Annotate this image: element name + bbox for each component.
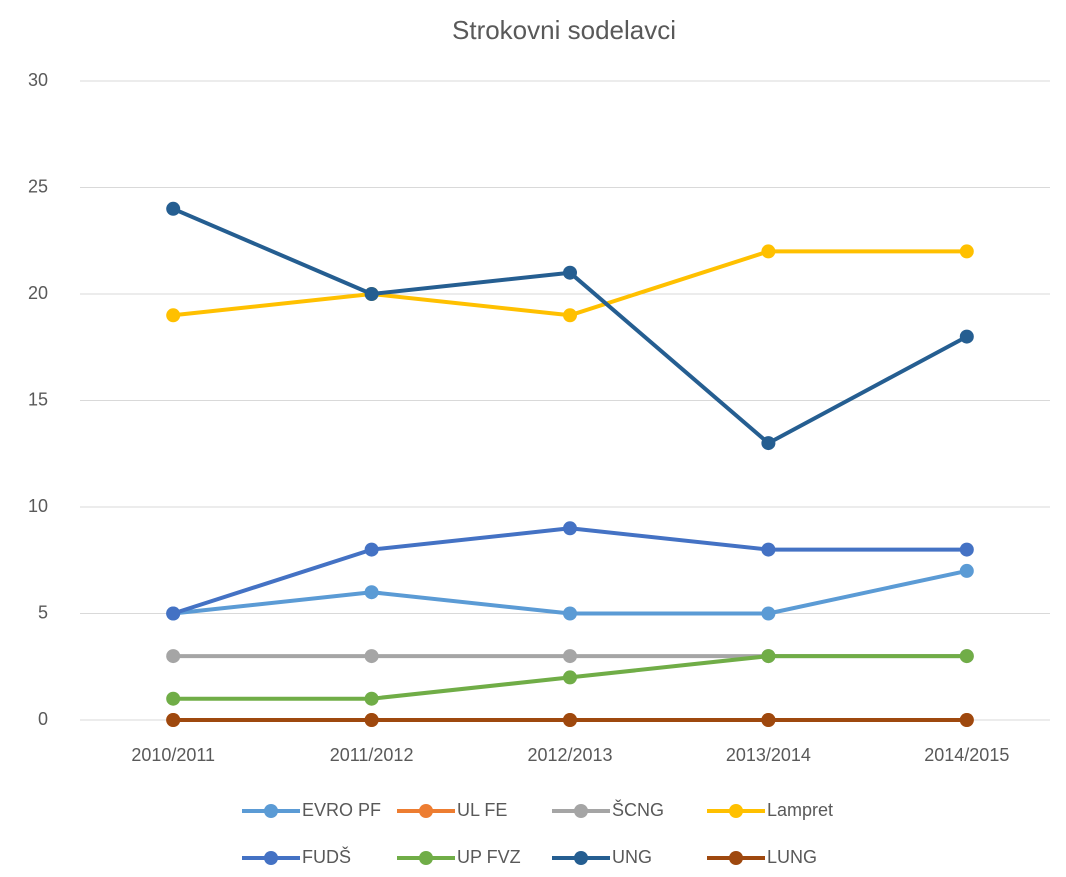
chart-title: Strokovni sodelavci bbox=[452, 15, 676, 45]
data-point bbox=[761, 606, 776, 621]
data-point bbox=[166, 308, 181, 323]
data-point bbox=[166, 649, 181, 664]
data-point bbox=[563, 670, 577, 685]
legend-label: UL FE bbox=[457, 800, 507, 820]
data-point bbox=[959, 563, 974, 578]
data-point bbox=[761, 649, 776, 664]
data-point bbox=[761, 542, 776, 557]
data-point bbox=[364, 713, 379, 727]
data-point bbox=[364, 649, 379, 664]
y-tick-label: 25 bbox=[28, 176, 48, 196]
data-point bbox=[761, 713, 776, 727]
x-tick-label: 2012/2013 bbox=[527, 745, 612, 765]
data-point bbox=[959, 542, 974, 557]
y-tick-label: 5 bbox=[38, 602, 48, 622]
y-tick-label: 15 bbox=[28, 389, 48, 409]
data-point bbox=[364, 287, 379, 301]
data-point bbox=[166, 201, 181, 216]
legend-label: EVRO PF bbox=[302, 800, 381, 820]
data-point bbox=[761, 436, 776, 451]
data-point bbox=[166, 691, 181, 706]
data-point bbox=[959, 244, 974, 259]
data-point bbox=[563, 606, 577, 621]
y-tick-label: 30 bbox=[28, 70, 48, 90]
data-point bbox=[563, 308, 577, 323]
data-point bbox=[563, 713, 577, 727]
data-point bbox=[364, 585, 379, 600]
legend-label: LUNG bbox=[767, 847, 817, 867]
data-point bbox=[563, 649, 577, 664]
legend-marker bbox=[729, 804, 743, 818]
y-tick-label: 0 bbox=[38, 709, 48, 729]
data-point bbox=[166, 606, 181, 621]
legend-marker bbox=[574, 851, 588, 865]
legend-label: FUDŠ bbox=[302, 846, 351, 867]
legend-marker bbox=[264, 851, 278, 865]
legend-label: Lampret bbox=[767, 800, 833, 820]
data-point bbox=[959, 649, 974, 664]
legend-marker bbox=[729, 851, 743, 865]
series-line bbox=[172, 206, 968, 446]
legend-label: UNG bbox=[612, 847, 652, 867]
data-point bbox=[364, 542, 379, 557]
data-point bbox=[959, 329, 974, 344]
legend-label: ŠCNG bbox=[612, 799, 664, 820]
data-point bbox=[364, 691, 379, 706]
y-tick-label: 10 bbox=[28, 496, 48, 516]
x-tick-label: 2011/2012 bbox=[330, 745, 414, 765]
y-tick-label: 20 bbox=[28, 283, 48, 303]
legend-marker bbox=[419, 804, 433, 818]
x-tick-label: 2013/2014 bbox=[726, 745, 811, 765]
data-point bbox=[166, 713, 181, 727]
legend-label: UP FVZ bbox=[457, 847, 521, 867]
legend-marker bbox=[574, 804, 588, 818]
data-point bbox=[761, 244, 776, 259]
data-point bbox=[959, 713, 974, 727]
legend-marker bbox=[264, 804, 278, 818]
x-tick-label: 2014/2015 bbox=[924, 745, 1009, 765]
x-tick-label: 2010/2011 bbox=[131, 745, 215, 765]
data-point bbox=[563, 521, 577, 536]
legend-marker bbox=[419, 851, 433, 865]
data-point bbox=[563, 265, 577, 280]
